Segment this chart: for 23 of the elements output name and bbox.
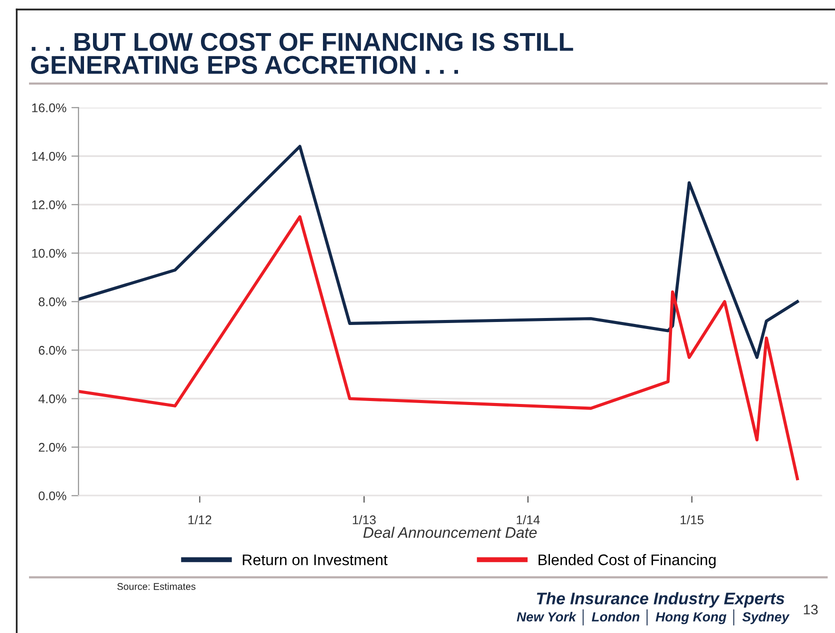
- y-tick-label: 14.0%: [32, 152, 66, 161]
- line-series: [78, 144, 799, 359]
- y-tick-label: 4.0%: [38, 394, 66, 404]
- text: 13: [804, 604, 818, 614]
- y-tick-label: 0.0%: [38, 491, 66, 500]
- x-tick-label: 1/14: [516, 515, 540, 524]
- text: The Insurance Industry Experts: [536, 592, 784, 608]
- y-tick-label: 2.0%: [38, 442, 66, 452]
- text: New York │ London │ Hong Kong │ Sydney: [516, 609, 790, 626]
- y-tick-label: 8.0%: [38, 297, 66, 306]
- x-tick-label: 1/13: [352, 515, 376, 524]
- y-tick-label: 6.0%: [38, 346, 66, 355]
- y-tick-label: 10.0%: [32, 248, 66, 258]
- source-note: Source: Estimates: [117, 582, 196, 590]
- x-axis-title: Deal Announcement Date: [363, 526, 537, 538]
- legend-label: Blended Cost of Financing: [538, 554, 716, 568]
- y-tick-label: 12.0%: [32, 200, 66, 210]
- y-tick-label: 16.0%: [32, 103, 66, 112]
- legend-label: Return on Investment: [242, 554, 388, 566]
- line-series: [78, 215, 799, 480]
- chart-title: . . . BUT LOW COST OF FINANCING IS STILL GENERATING EPS ACCRETION . . .: [31, 32, 574, 74]
- x-tick-label: 1/12: [188, 515, 212, 524]
- x-tick-label: 1/15: [680, 515, 704, 524]
